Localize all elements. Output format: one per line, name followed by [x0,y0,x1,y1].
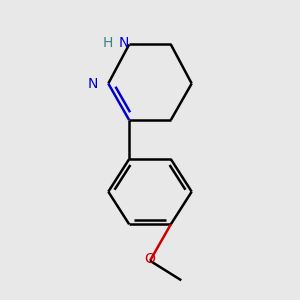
Text: O: O [145,252,155,266]
Text: N: N [88,76,98,91]
Text: N: N [119,36,129,50]
Text: H: H [103,36,113,50]
